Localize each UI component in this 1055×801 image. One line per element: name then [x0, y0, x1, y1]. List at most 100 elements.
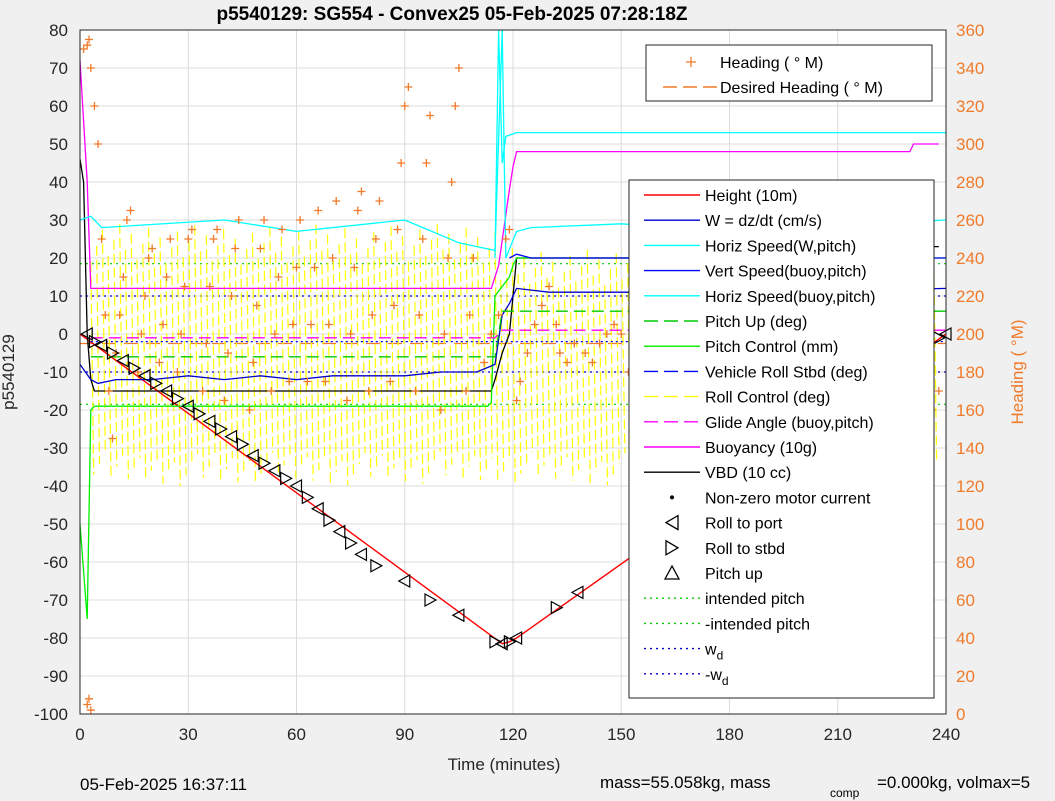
x-tick-label: 150	[607, 725, 635, 744]
y-axis-label: p5540129	[0, 334, 18, 410]
heading-point	[375, 197, 384, 205]
heading-point	[252, 301, 261, 310]
heading-point	[404, 83, 413, 91]
roll-to-port-marker	[79, 326, 93, 342]
legend-main-label: Horiz Speed(W,pitch)	[705, 238, 856, 255]
heading-point	[213, 225, 222, 234]
chart-title: p5540129: SG554 - Convex25 05-Feb-2025 0…	[216, 4, 687, 25]
heading-point	[368, 311, 377, 319]
heading-point	[328, 254, 337, 262]
roll-to-port-marker	[354, 547, 368, 562]
roll-to-stbd-marker	[550, 600, 564, 615]
heading-point	[426, 111, 435, 120]
heading-point	[415, 311, 424, 319]
y-tick-label: 60	[49, 97, 68, 116]
roll-to-stbd-marker	[370, 558, 384, 573]
roll-to-stbd-marker	[280, 471, 293, 486]
roll-to-port-marker	[267, 463, 281, 478]
y-tick-right-label: 160	[956, 401, 984, 420]
heading-point	[537, 301, 546, 310]
roll-to-port-marker	[289, 478, 303, 494]
footer-mass: mass=55.058kg, mass	[600, 773, 771, 792]
heading-point	[296, 216, 305, 224]
heading-point	[249, 358, 258, 367]
heading-point	[205, 282, 214, 291]
heading-point	[267, 387, 276, 395]
heading-point	[555, 349, 564, 357]
x-tick-label: 0	[75, 725, 84, 744]
y-tick-right-label: 80	[956, 553, 975, 572]
y-tick-right-label: 240	[956, 249, 984, 268]
x-axis-label: Time (minutes)	[448, 755, 561, 774]
heading-point	[610, 320, 619, 329]
y-tick-right-label: 20	[956, 667, 975, 686]
legend-main-label: intended pitch	[705, 591, 805, 608]
y-tick-label: 70	[49, 59, 68, 78]
y-tick-right-label: 60	[956, 591, 975, 610]
heading-point	[321, 377, 330, 386]
heading-point	[285, 377, 294, 386]
y-tick-label: -70	[43, 591, 68, 610]
heading-point	[101, 311, 110, 319]
heading-point	[462, 387, 471, 395]
footer-date: 05-Feb-2025 16:37:11	[80, 775, 247, 794]
heading-point	[155, 358, 164, 367]
roll-to-port-marker	[180, 399, 194, 414]
y-tick-right-label: 140	[956, 439, 984, 458]
roll-to-stbd-marker	[215, 421, 228, 437]
y-tick-label: -10	[43, 363, 68, 382]
heading-point	[292, 263, 301, 272]
roll-to-port-marker	[570, 585, 584, 600]
heading-point	[563, 358, 572, 367]
heading-point	[602, 330, 611, 338]
y-tick-label: 20	[49, 249, 68, 268]
heading-point	[97, 235, 106, 243]
heading-point	[353, 206, 362, 215]
heading-point	[187, 225, 196, 234]
roll-to-port-marker	[451, 608, 465, 623]
legend-top-label: Desired Heading ( ° M)	[720, 80, 883, 97]
heading-point	[86, 706, 95, 715]
heading-point	[85, 694, 94, 703]
heading-point	[231, 244, 240, 253]
legend-main-label: VBD (10 cc)	[705, 465, 791, 482]
y-tick-label: 0	[59, 325, 68, 344]
heading-point	[436, 406, 445, 414]
heading-point	[570, 339, 579, 348]
heading-point	[324, 320, 333, 329]
roll-to-port-marker	[224, 429, 238, 444]
roll-to-stbd-marker	[171, 391, 185, 406]
heading-point	[310, 263, 319, 272]
heading-point	[480, 358, 489, 367]
roll-to-stbd-marker	[258, 456, 272, 471]
roll-to-port-marker	[94, 338, 108, 353]
heading-point	[494, 311, 503, 319]
roll-to-port-marker	[310, 501, 324, 516]
y-tick-label: -80	[43, 629, 68, 648]
heading-point	[465, 311, 474, 319]
heading-point	[552, 320, 561, 329]
legend-main-label: Glide Angle (buoy,pitch)	[705, 415, 874, 432]
heading-point	[512, 396, 521, 405]
legend-sample-tri-right	[665, 539, 680, 556]
y-tick-label: 50	[49, 135, 68, 154]
legend-main-label: Non-zero motor current	[705, 490, 871, 507]
roll-to-stbd-marker	[236, 437, 250, 452]
heading-point	[166, 235, 175, 243]
x-tick-label: 30	[179, 725, 198, 744]
y-tick-label: -100	[34, 705, 68, 724]
y-tick-label: -40	[43, 477, 68, 496]
legend-main-label: Roll Control (deg)	[705, 390, 830, 407]
roll-to-port-marker	[159, 383, 173, 399]
heading-point	[184, 235, 193, 243]
heading-point	[79, 45, 88, 53]
heading-point	[364, 387, 373, 395]
heading-point	[306, 320, 315, 329]
x-tick-label: 60	[287, 725, 306, 744]
y-tick-label: -30	[43, 439, 68, 458]
y-tick-label: -20	[43, 401, 68, 420]
legend-main-label: -intended pitch	[705, 616, 810, 633]
heading-point	[85, 35, 94, 44]
heading-point	[209, 235, 218, 243]
heading-point	[371, 235, 380, 243]
